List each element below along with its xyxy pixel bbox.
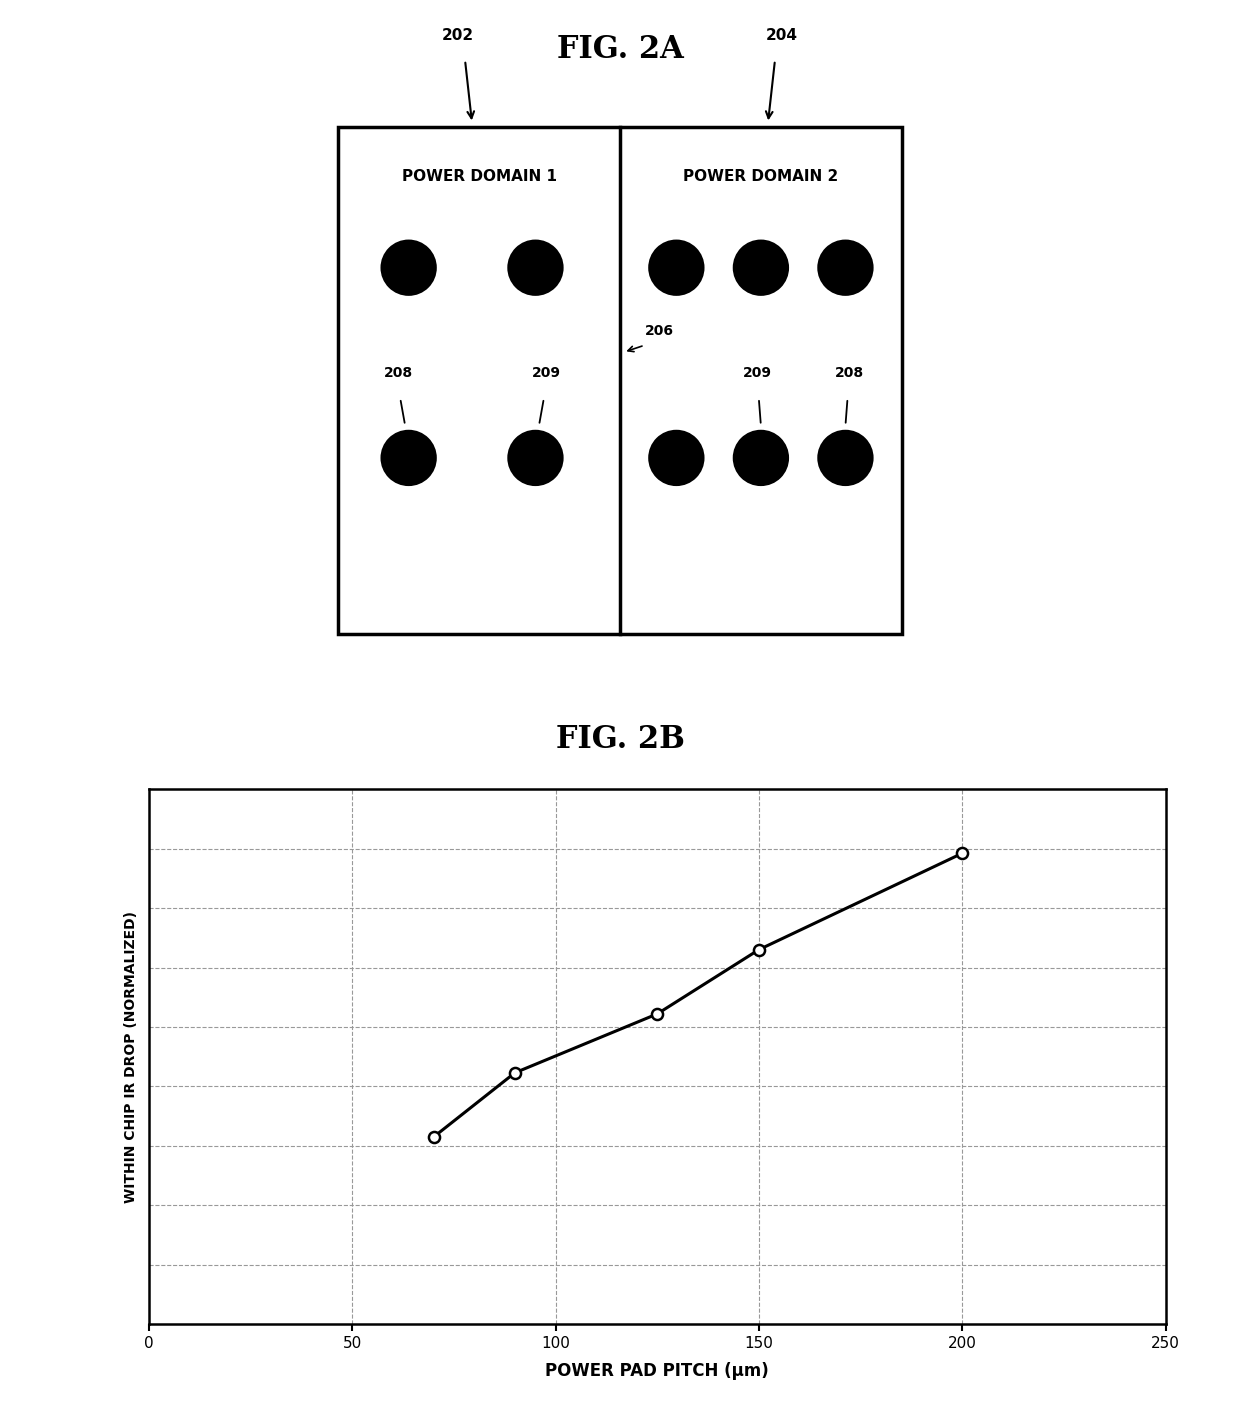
Bar — [339, 127, 901, 634]
Text: 209: 209 — [743, 366, 771, 380]
Text: 202: 202 — [441, 28, 474, 42]
Text: 204: 204 — [766, 28, 799, 42]
Circle shape — [650, 431, 703, 485]
Text: POWER DOMAIN 2: POWER DOMAIN 2 — [683, 169, 838, 183]
Text: FIG. 2B: FIG. 2B — [556, 724, 684, 755]
X-axis label: POWER PAD PITCH (μm): POWER PAD PITCH (μm) — [546, 1363, 769, 1381]
Circle shape — [818, 241, 872, 294]
Text: 208: 208 — [383, 366, 413, 380]
Circle shape — [818, 431, 872, 485]
Circle shape — [734, 241, 787, 294]
Text: 209: 209 — [532, 366, 560, 380]
Text: FIG. 2A: FIG. 2A — [557, 34, 683, 65]
Text: POWER DOMAIN 1: POWER DOMAIN 1 — [402, 169, 557, 183]
Circle shape — [382, 241, 435, 294]
Y-axis label: WITHIN CHIP IR DROP (NORMALIZED): WITHIN CHIP IR DROP (NORMALIZED) — [124, 910, 138, 1203]
Circle shape — [508, 241, 562, 294]
Circle shape — [734, 431, 787, 485]
Circle shape — [650, 241, 703, 294]
Circle shape — [382, 431, 435, 485]
Text: 208: 208 — [835, 366, 863, 380]
Text: 206: 206 — [645, 324, 673, 338]
Circle shape — [508, 431, 562, 485]
